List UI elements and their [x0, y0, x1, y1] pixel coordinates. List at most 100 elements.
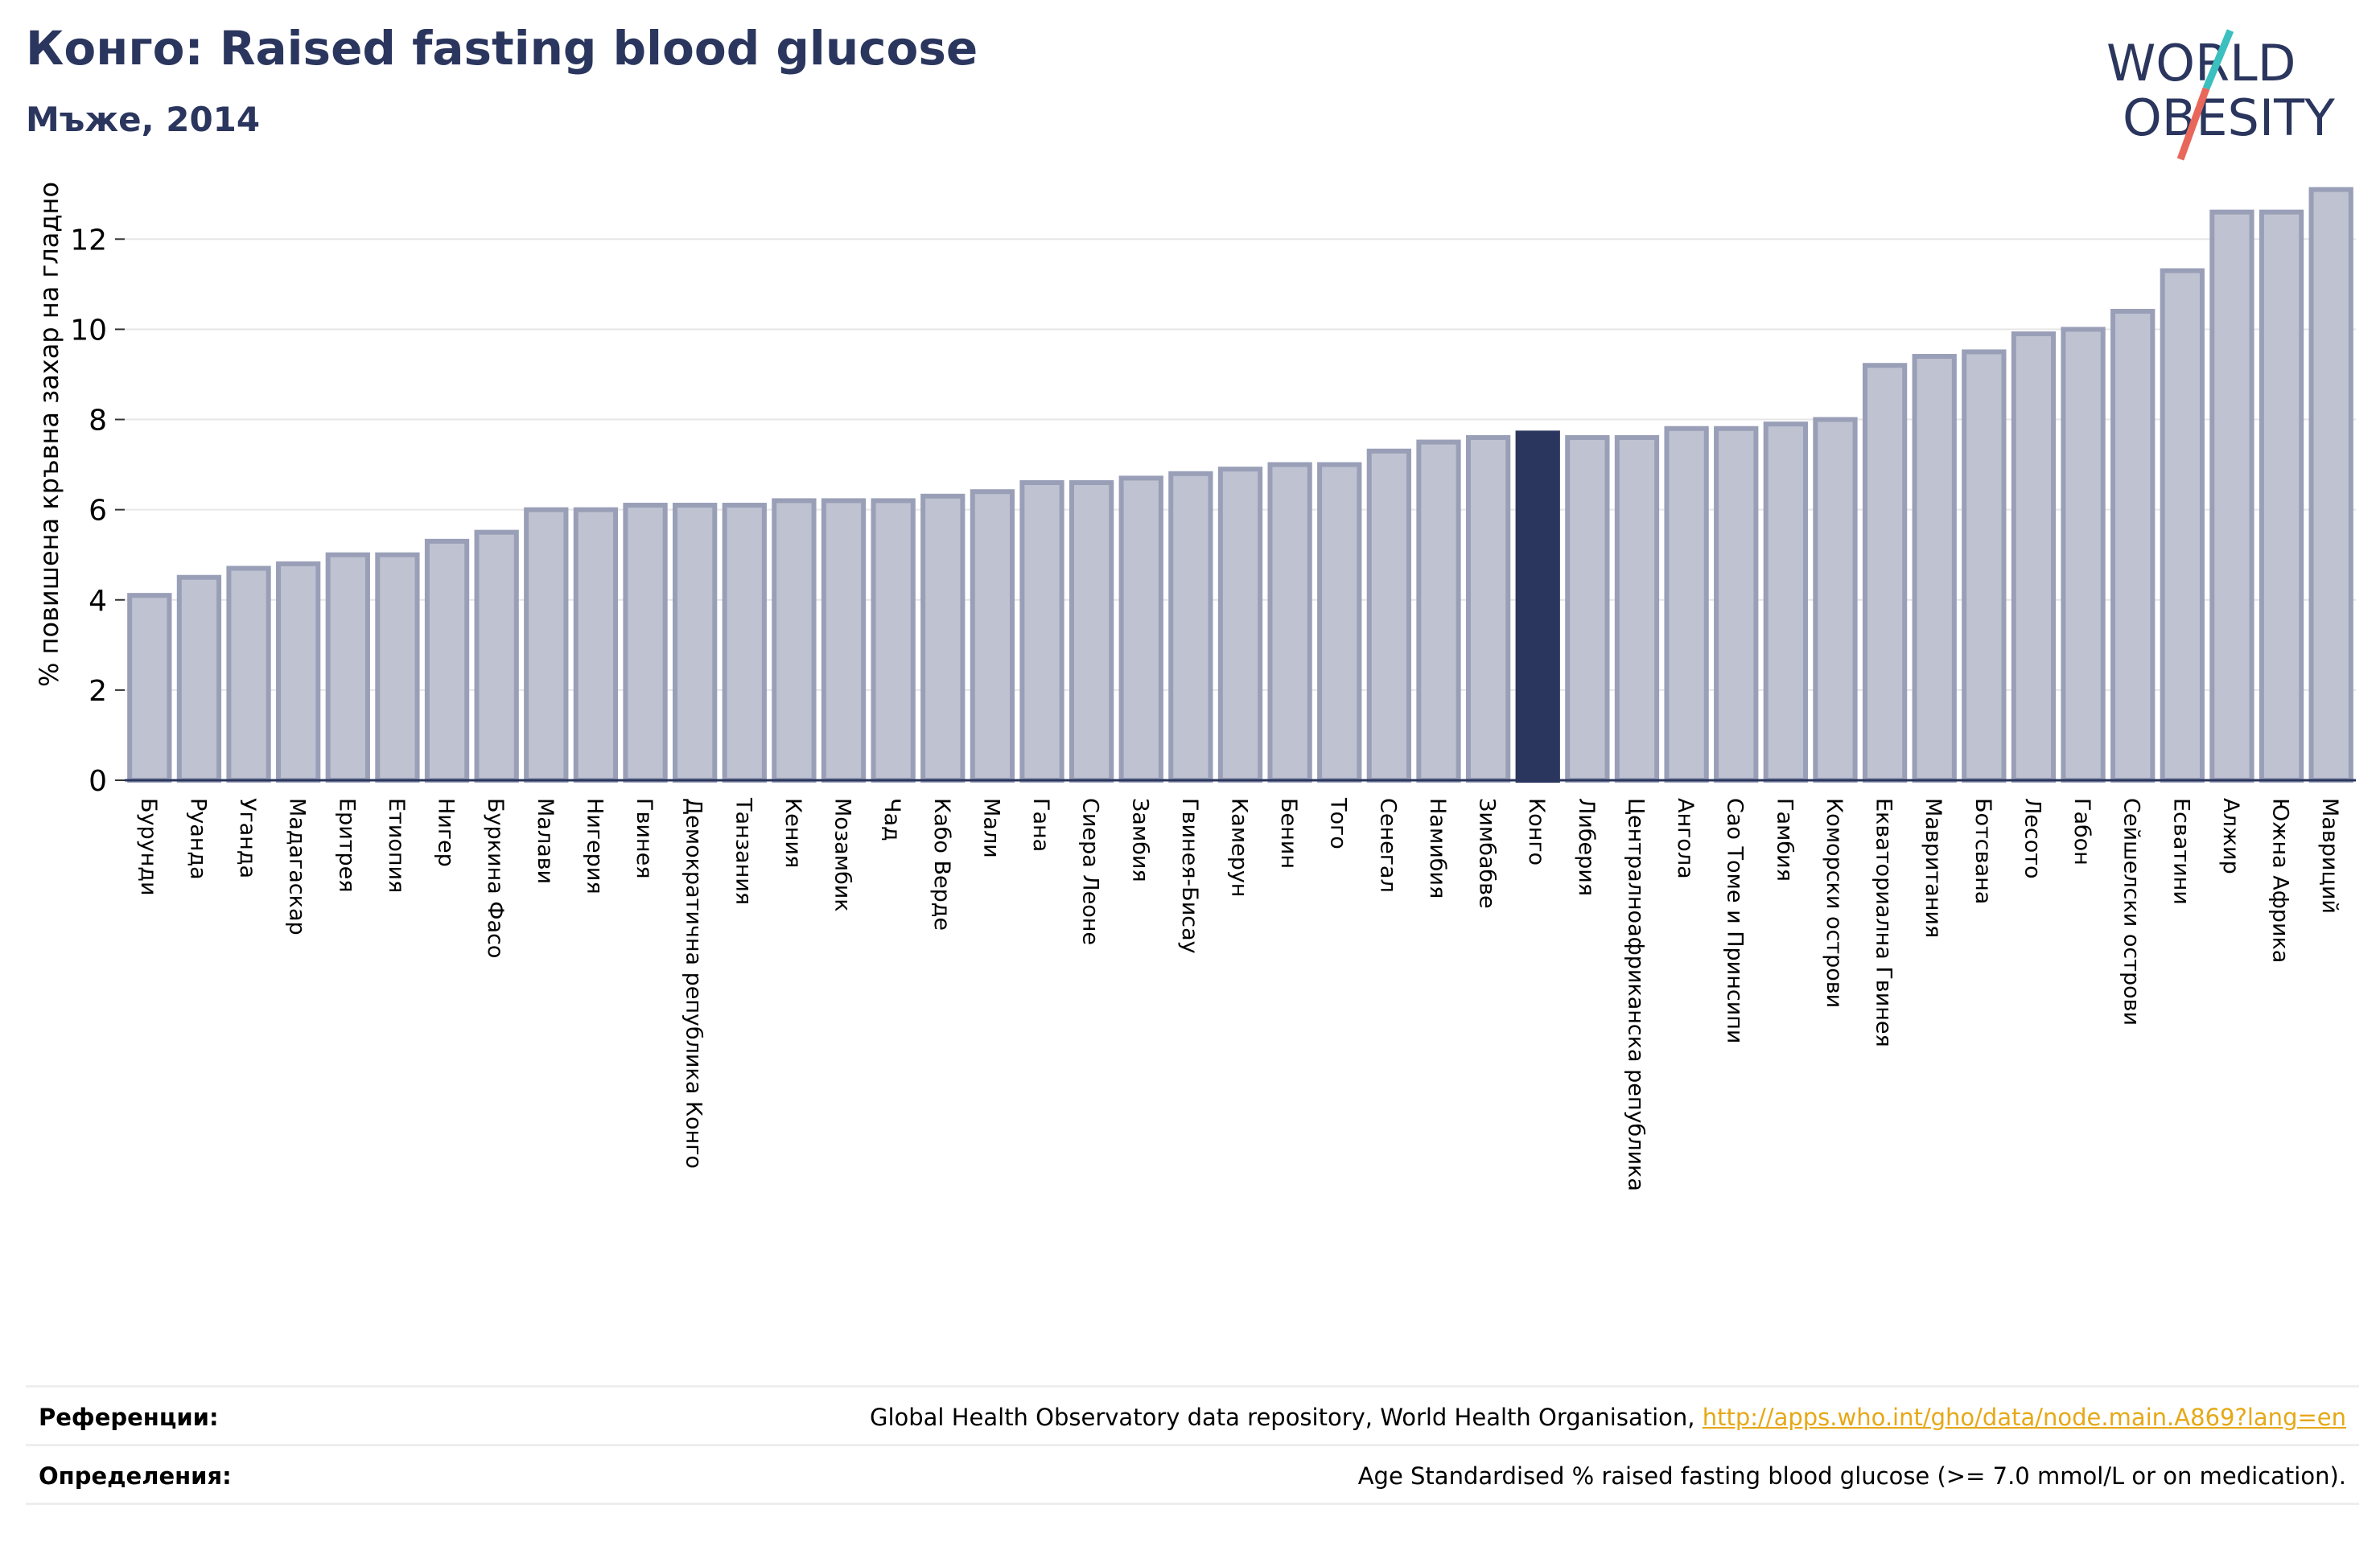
bar-17[interactable] — [920, 493, 966, 783]
x-tick-label: Нигер — [434, 798, 459, 867]
bar-3[interactable] — [226, 565, 271, 783]
bar-13[interactable] — [722, 503, 767, 783]
bars — [127, 187, 2353, 783]
x-tick-label: Руанда — [185, 798, 210, 880]
x-tick-label: Малави — [533, 798, 558, 884]
bar-34[interactable] — [1763, 421, 1808, 783]
x-tick-label: Того — [1326, 797, 1351, 849]
bar-7[interactable] — [424, 538, 470, 783]
bar-35[interactable] — [1813, 417, 1858, 783]
x-tick-label: Еритрея — [334, 798, 359, 892]
bar-33[interactable] — [1714, 426, 1759, 783]
x-tick-label: Сенегал — [1375, 798, 1400, 893]
bar-45[interactable] — [2308, 187, 2353, 783]
bar-40[interactable] — [2061, 327, 2106, 783]
x-tick-label: Ботсвана — [1970, 798, 1995, 904]
bar-32[interactable] — [1664, 426, 1709, 783]
bar-4[interactable] — [276, 561, 321, 783]
bar-6[interactable] — [375, 552, 420, 783]
bar-14[interactable] — [772, 498, 817, 783]
y-tick-label: 6 — [89, 495, 107, 528]
y-tick-label: 12 — [70, 224, 107, 257]
bar-1[interactable] — [127, 593, 172, 783]
x-tick-labels: Бурунди Руанда Уганда Мадагаскар Еритрея Етио… — [136, 797, 2342, 1191]
x-tick-label: Ангола — [1673, 798, 1698, 879]
x-tick-label: Гана — [1028, 798, 1053, 852]
bar-36[interactable] — [1862, 363, 1908, 783]
bar-24[interactable] — [1267, 462, 1312, 783]
x-tick-label: Есватини — [2168, 798, 2193, 905]
logo-slash-bottom — [2176, 87, 2210, 161]
bar-29[interactable] — [1515, 430, 1560, 783]
world-obesity-logo: WORLD OBESITY — [2106, 29, 2335, 161]
references-label: Референции: — [39, 1404, 219, 1431]
bar-11[interactable] — [623, 503, 668, 783]
bar-8[interactable] — [474, 529, 519, 783]
x-tick-label: Уганда — [235, 798, 260, 878]
bar-31[interactable] — [1614, 434, 1660, 783]
footer-table: Референции: Global Health Observatory da… — [26, 1385, 2359, 1505]
x-tick-label: Замбия — [1127, 798, 1152, 882]
y-tick-label: 10 — [70, 314, 107, 347]
bar-37[interactable] — [1912, 354, 1957, 783]
bar-18[interactable] — [970, 489, 1015, 783]
bar-19[interactable] — [1019, 480, 1064, 783]
bar-30[interactable] — [1565, 434, 1610, 783]
bar-28[interactable] — [1465, 434, 1511, 783]
x-tick-label: Сиера Леоне — [1078, 798, 1103, 945]
x-tick-label: Етиопия — [384, 798, 409, 893]
y-tick-labels: 0 2 4 6 8 10 12 — [70, 224, 125, 798]
x-tick-label: Мадагаскар — [285, 798, 310, 935]
bar-15[interactable] — [821, 498, 867, 783]
x-tick-label: Демократична република Конго — [681, 798, 706, 1169]
bar-43[interactable] — [2209, 209, 2254, 783]
x-tick-label: Екваториална Гвинея — [1871, 798, 1896, 1047]
y-axis-label: % повишена кръвна захар на гладно — [34, 182, 64, 687]
x-tick-label: Алжир — [2218, 798, 2243, 874]
bar-9[interactable] — [524, 507, 569, 783]
x-tick-label: Либерия — [1574, 798, 1599, 896]
bar-42[interactable] — [2160, 268, 2205, 783]
x-tick-label: Намибия — [1425, 798, 1450, 898]
x-tick-label: Гвинея-Бисау — [1177, 798, 1202, 954]
bar-10[interactable] — [573, 507, 619, 783]
x-tick-label: Кения — [780, 798, 805, 868]
x-tick-label: Сао Томе и Принсипи — [1723, 798, 1748, 1043]
x-tick-label: Танзания — [731, 797, 756, 905]
x-tick-label: Сейшелски острови — [2119, 798, 2144, 1026]
x-tick-label: Коморски острови — [1822, 798, 1847, 1008]
logo-line2: OBESITY — [2123, 88, 2335, 147]
x-tick-label: Мавриций — [2317, 798, 2342, 914]
bar-27[interactable] — [1416, 439, 1461, 783]
bar-38[interactable] — [1962, 349, 2007, 783]
x-tick-label: Бенин — [1276, 798, 1301, 869]
definitions-row: Определения: Age Standardised % raised f… — [26, 1446, 2359, 1505]
bar-25[interactable] — [1317, 462, 1362, 783]
bar-39[interactable] — [2011, 331, 2057, 783]
bar-16[interactable] — [871, 498, 916, 783]
bar-2[interactable] — [176, 574, 222, 783]
x-tick-label: Гвинея — [632, 798, 657, 878]
bar-41[interactable] — [2110, 308, 2156, 783]
references-row: Референции: Global Health Observatory da… — [26, 1388, 2359, 1446]
x-tick-label: Мали — [978, 798, 1003, 858]
x-tick-label: Кабо Верде — [929, 798, 954, 931]
logo-slash-top — [2202, 29, 2234, 90]
x-tick-label: Лесото — [2020, 798, 2044, 879]
y-tick-label: 0 — [89, 765, 107, 798]
x-tick-label: Бурунди — [136, 798, 161, 896]
logo-line1: WORLD — [2106, 34, 2296, 93]
bar-20[interactable] — [1069, 480, 1114, 783]
bar-12[interactable] — [673, 503, 718, 783]
x-tick-label: Нигерия — [582, 798, 607, 894]
references-link[interactable]: http://apps.who.int/gho/data/node.main.A… — [1702, 1404, 2346, 1431]
bar-21[interactable] — [1118, 475, 1163, 783]
x-tick-label: Зимбабве — [1475, 798, 1500, 909]
page-subtitle: Мъже, 2014 — [26, 100, 261, 139]
bar-5[interactable] — [325, 552, 370, 783]
bar-23[interactable] — [1217, 467, 1263, 783]
bar-22[interactable] — [1168, 471, 1213, 783]
bar-44[interactable] — [2259, 209, 2304, 783]
bar-26[interactable] — [1366, 448, 1412, 783]
references-text: Global Health Observatory data repositor… — [869, 1404, 1703, 1431]
